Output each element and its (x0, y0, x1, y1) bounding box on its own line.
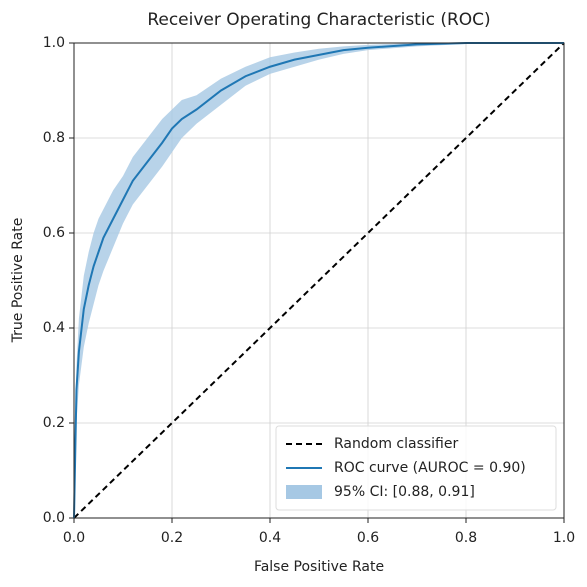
x-tick-label: 0.4 (259, 530, 281, 546)
y-tick-label: 0.8 (43, 130, 65, 146)
reference-line (73, 42, 565, 519)
y-axis-label: True Positive Rate (10, 218, 26, 344)
x-tick-label: 0.6 (357, 530, 379, 546)
x-tick-label: 0.2 (161, 530, 183, 546)
y-tick-label: 0.0 (43, 510, 65, 526)
y-tick-label: 1.0 (43, 35, 65, 51)
roc-line (73, 42, 564, 519)
x-tick-label: 0.0 (63, 530, 85, 546)
plot-frame (73, 42, 565, 519)
x-axis-label: False Positive Rate (254, 559, 384, 575)
x-tick-label: 0.8 (455, 530, 477, 546)
legend-box (275, 425, 557, 511)
chart-title: Receiver Operating Characteristic (ROC) (147, 10, 490, 30)
y-tick-label: 0.4 (43, 320, 65, 336)
legend-label: ROC curve (AUROC = 0.90) (334, 460, 526, 476)
legend-label: 95% CI: [0.88, 0.91] (334, 484, 475, 500)
x-tick-label: 1.0 (553, 530, 575, 546)
legend-swatch (286, 485, 322, 499)
y-tick-label: 0.6 (43, 225, 65, 241)
legend-label: Random classifier (334, 436, 458, 452)
y-tick-label: 0.2 (43, 415, 65, 431)
